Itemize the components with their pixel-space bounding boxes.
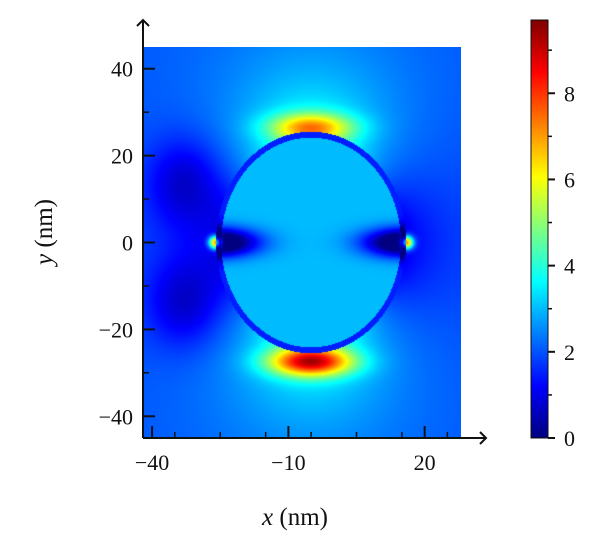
x-tick-label: 20 [414,450,436,475]
x-axis-ticks: −40 −10 20 [135,426,449,475]
colorbar-tick-label: 8 [564,81,575,106]
colorbar-tick-label: 2 [564,340,575,365]
x-tick-label: −10 [271,450,305,475]
x-axis-title: x (nm) [261,504,328,531]
colorbar-tick-label: 6 [564,167,575,192]
y-axis-ticks: −40 −20 0 20 40 [99,57,155,429]
colorbar [530,19,549,439]
y-tick-label: −20 [99,317,133,342]
y-tick-label: 20 [111,144,133,169]
y-axis-title: y (nm) [31,199,58,268]
y-tick-label: 40 [111,57,133,82]
colorbar-tick-label: 0 [564,426,575,451]
colorbar-tick-label: 4 [564,254,575,279]
y-tick-label: −40 [99,404,133,429]
x-tick-label: −40 [135,450,169,475]
y-tick-label: 0 [122,231,133,256]
heatmap-plot-area [143,47,461,438]
colorbar-ticks: 0 2 4 6 8 [548,49,575,451]
